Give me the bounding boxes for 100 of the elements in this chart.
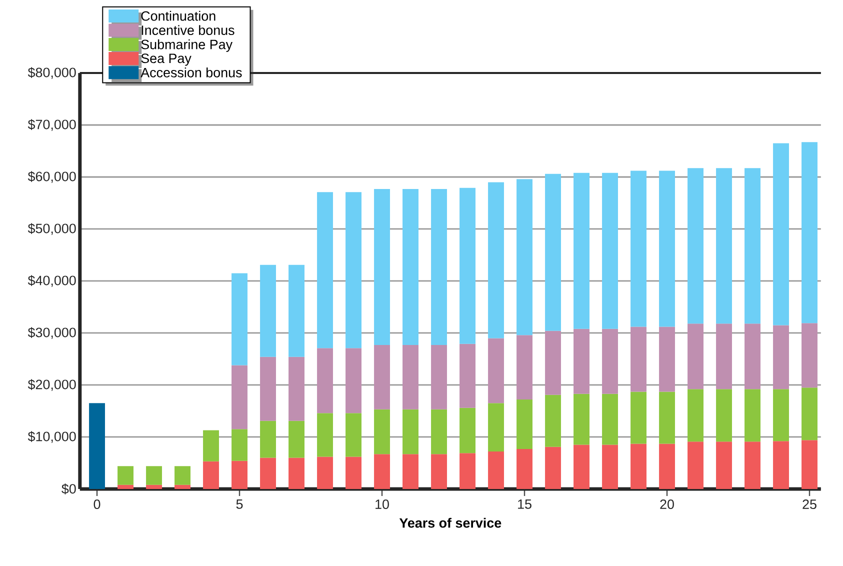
bar [260, 264, 276, 357]
x-tick-label: 0 [94, 500, 100, 510]
bar [602, 328, 618, 394]
bar [460, 453, 476, 489]
bar [602, 394, 618, 445]
bar [516, 179, 532, 336]
bar [630, 326, 646, 392]
bar [346, 348, 362, 414]
bar [317, 348, 333, 414]
bar [317, 192, 333, 348]
bar [659, 444, 675, 489]
bar [488, 338, 504, 404]
bar [288, 420, 304, 458]
x-axis-title: Years of service [399, 518, 502, 528]
bar [602, 172, 618, 329]
legend-label: Incentive bonus [142, 25, 234, 36]
bar [288, 458, 304, 489]
bar [89, 403, 105, 489]
bar [516, 448, 532, 489]
bar [402, 344, 418, 410]
bar [374, 409, 390, 454]
legend-label: Submarine Pay [141, 39, 233, 52]
y-tick-label: $60,000 [28, 171, 76, 183]
bar [288, 356, 304, 421]
bar [232, 460, 248, 489]
y-tick-label: $80,000 [28, 67, 76, 79]
bar [744, 168, 760, 324]
bar [431, 344, 447, 410]
bar [203, 430, 219, 462]
y-tick-label: $50,000 [28, 223, 76, 235]
bar [630, 392, 646, 444]
bar [744, 389, 760, 442]
bar [773, 441, 789, 489]
bar [545, 394, 561, 447]
bar [374, 454, 390, 489]
bar [659, 170, 675, 327]
bar [374, 188, 390, 345]
bar [203, 461, 219, 489]
bar [516, 400, 532, 449]
bar [260, 356, 276, 421]
bar [802, 142, 818, 324]
bar [346, 413, 362, 457]
bar [146, 484, 162, 489]
legend-label: Accession bonus [140, 67, 242, 78]
bar [402, 188, 418, 345]
bar [574, 172, 590, 329]
bar [460, 344, 476, 408]
bar [118, 466, 134, 485]
bar [346, 192, 362, 348]
bar [488, 452, 504, 489]
bar [431, 454, 447, 489]
x-tick-label: 10 [376, 500, 389, 510]
bar [431, 409, 447, 454]
bar [317, 456, 333, 489]
bar [773, 325, 789, 390]
bar [688, 389, 704, 442]
y-tick-label: $10,000 [28, 431, 76, 443]
y-tick-label: $70,000 [28, 119, 76, 131]
bar [688, 442, 704, 489]
bar [174, 484, 190, 489]
bar [716, 168, 732, 324]
bar [688, 168, 704, 324]
bar [602, 444, 618, 489]
legend-label: Sea Pay [141, 54, 192, 66]
bar [574, 394, 590, 445]
bar [802, 323, 818, 388]
bar [659, 392, 675, 444]
x-tick-label: 25 [802, 500, 816, 510]
x-tick-label: 5 [236, 500, 243, 509]
bar [545, 174, 561, 331]
bar [146, 466, 162, 485]
bar [688, 324, 704, 390]
bar [232, 429, 248, 461]
bar [232, 365, 248, 430]
bar [174, 466, 190, 485]
bar [744, 324, 760, 390]
bar [402, 454, 418, 489]
bar [630, 444, 646, 489]
bar [260, 458, 276, 489]
y-tick-label: $0 [62, 484, 76, 494]
bar [802, 388, 818, 440]
bar [574, 444, 590, 489]
bar [488, 403, 504, 452]
bar [460, 408, 476, 454]
bar [402, 409, 418, 454]
bar [574, 328, 590, 394]
y-tick-label: $30,000 [28, 327, 76, 339]
bar [288, 264, 304, 357]
bar [374, 344, 390, 410]
bar [773, 389, 789, 442]
bar [716, 442, 732, 489]
x-tick-label: 15 [518, 500, 532, 509]
y-tick-label: $40,000 [28, 275, 76, 287]
bar [773, 143, 789, 326]
bar [516, 335, 532, 400]
bar [659, 326, 675, 392]
bar [744, 442, 760, 489]
bar [260, 420, 276, 458]
bar [802, 440, 818, 489]
bar [630, 170, 646, 327]
